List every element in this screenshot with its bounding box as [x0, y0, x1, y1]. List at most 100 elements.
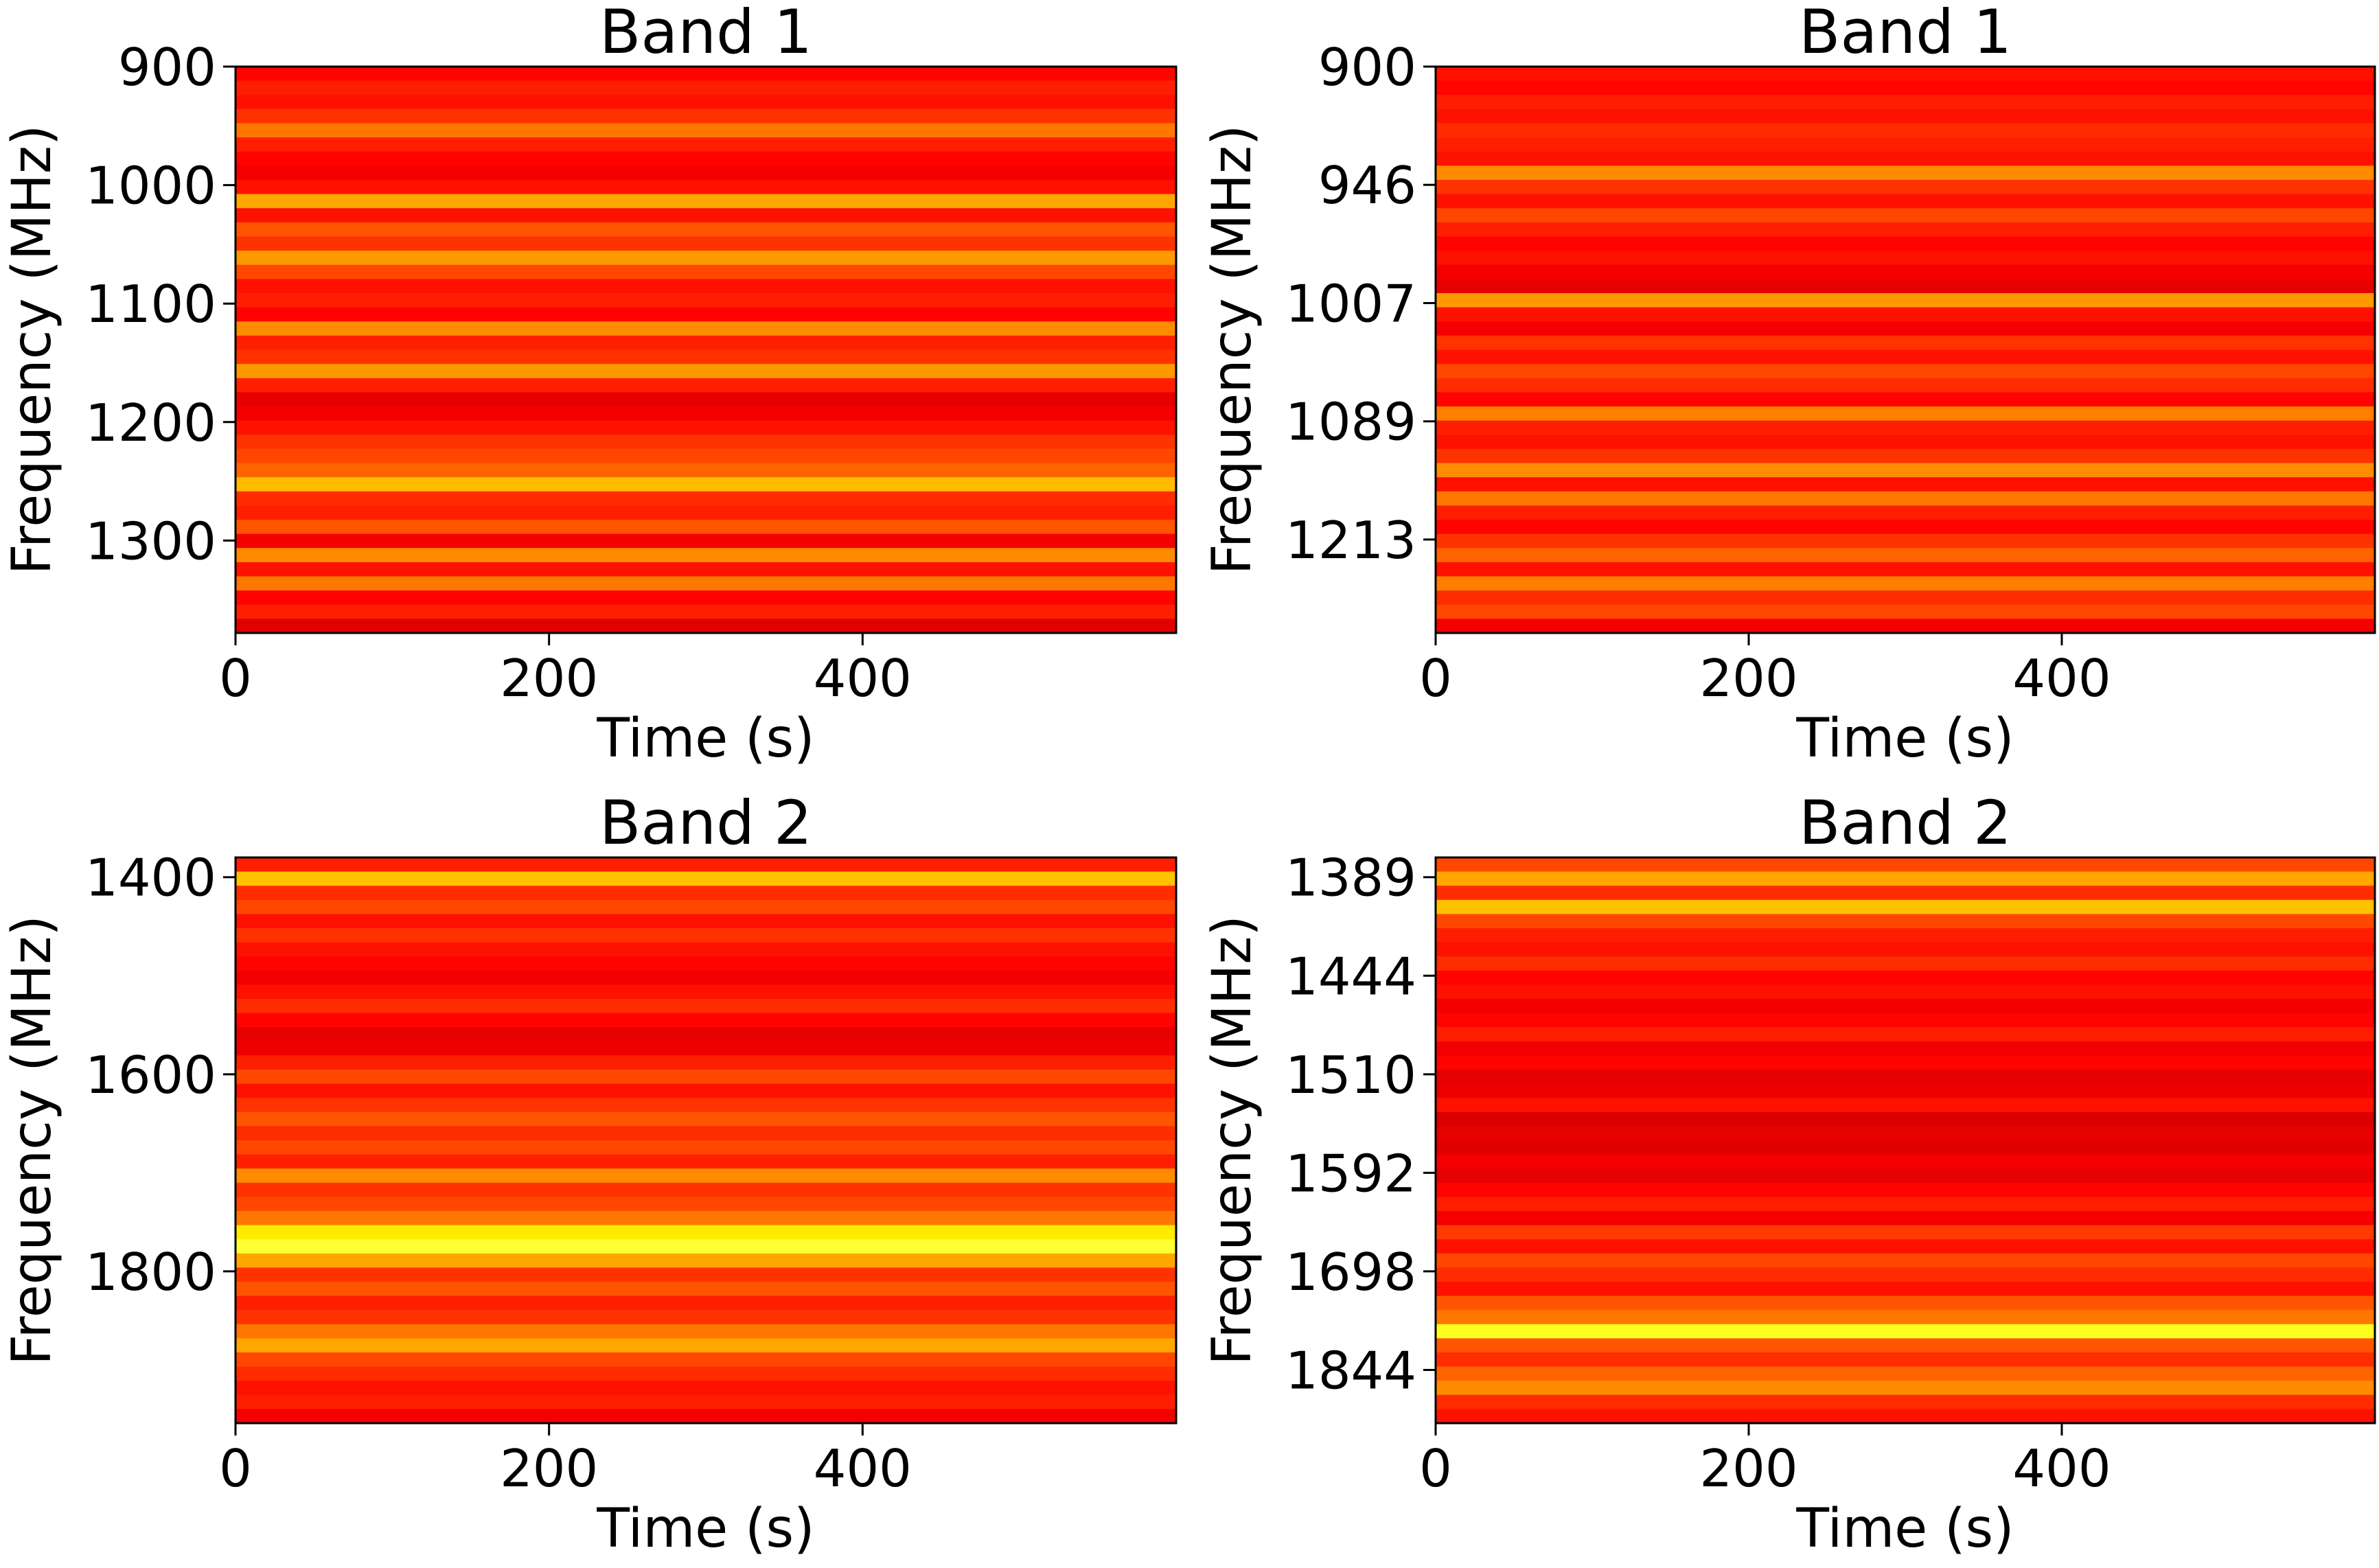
heatmap-row	[1436, 1055, 2375, 1070]
heatmap-row	[1436, 1253, 2375, 1268]
heatmap-row	[1436, 1338, 2375, 1353]
heatmap-row	[235, 321, 1176, 336]
heatmap-row	[235, 194, 1176, 209]
x-tick-label: 200	[1699, 1438, 1797, 1499]
heatmap-row	[1436, 1366, 2375, 1381]
heatmap-row	[235, 1394, 1176, 1409]
heatmap-row	[235, 576, 1176, 591]
heatmap-row	[1436, 1225, 2375, 1240]
y-tick-label: 900	[1318, 37, 1416, 97]
heatmap-row	[235, 999, 1176, 1014]
x-axis-label: Time (s)	[1795, 1498, 2014, 1560]
heatmap-row	[235, 1070, 1176, 1085]
y-tick-label: 1444	[1285, 946, 1416, 1006]
heatmap-row	[1436, 95, 2375, 110]
heatmap-row	[1436, 1168, 2375, 1184]
heatmap-row	[1436, 180, 2375, 195]
chart-title: Band 2	[599, 787, 812, 858]
heatmap-row	[1436, 1211, 2375, 1226]
heatmap-row	[235, 165, 1176, 181]
heatmap-row	[1436, 264, 2375, 279]
heatmap-row	[1436, 293, 2375, 308]
heatmap-row	[1436, 222, 2375, 238]
heatmap-row	[235, 956, 1176, 971]
heatmap-row	[1436, 886, 2375, 901]
heatmap-row	[235, 448, 1176, 464]
heatmap-row	[235, 899, 1176, 914]
heatmap-row	[235, 180, 1176, 195]
y-tick-label: 1000	[85, 156, 216, 216]
heatmap-row	[235, 208, 1176, 223]
heatmap-row	[235, 392, 1176, 407]
heatmap-row	[235, 151, 1176, 166]
heatmap-row	[1436, 151, 2375, 166]
heatmap-row	[1436, 406, 2375, 422]
y-tick-label: 1600	[85, 1045, 216, 1105]
heatmap-row	[235, 562, 1176, 577]
heatmap-row	[235, 1366, 1176, 1381]
plot-frame	[1434, 856, 2376, 1425]
heatmap-row	[235, 435, 1176, 450]
x-tick-label: 200	[500, 1438, 598, 1499]
y-tick-label: 1800	[85, 1242, 216, 1302]
heatmap-row	[1436, 1282, 2375, 1297]
heatmap-row	[235, 984, 1176, 1000]
heatmap-row	[235, 1338, 1176, 1353]
heatmap-row	[1436, 123, 2375, 138]
heatmap-row	[1436, 1267, 2375, 1282]
heatmap-row	[235, 477, 1176, 492]
heatmap-row	[235, 1282, 1176, 1297]
y-axis-label: Frequency (MHz)	[1, 125, 63, 575]
heatmap-row	[1436, 165, 2375, 181]
heatmap-row	[1436, 1070, 2375, 1085]
heatmap-row	[235, 95, 1176, 110]
heatmap-row	[1436, 857, 2375, 873]
heatmap-row	[235, 533, 1176, 549]
heatmap-row	[235, 970, 1176, 985]
y-tick-label: 1698	[1285, 1242, 1416, 1302]
heatmap-row	[1436, 491, 2375, 506]
heatmap-row	[235, 1324, 1176, 1339]
heatmap-row	[235, 378, 1176, 393]
heatmap-row	[1436, 67, 2375, 82]
y-tick-label: 1100	[85, 274, 216, 334]
x-axis-label: Time (s)	[1795, 708, 2014, 770]
heatmap-row	[235, 1253, 1176, 1268]
heatmap-row	[235, 1295, 1176, 1311]
heatmap-row	[1436, 562, 2375, 577]
heatmap-row	[235, 928, 1176, 943]
heatmap-row	[1436, 984, 2375, 1000]
heatmap-row	[235, 279, 1176, 294]
heatmap-row	[235, 1211, 1176, 1226]
y-axis-label: Frequency (MHz)	[1, 915, 63, 1365]
y-tick-label: 1007	[1285, 273, 1416, 334]
y-tick-label: 1213	[1285, 510, 1416, 570]
heatmap-row	[1436, 307, 2375, 322]
plot-frame	[234, 65, 1177, 634]
y-tick-label: 1200	[85, 393, 216, 453]
heatmap-row	[1436, 1239, 2375, 1254]
heatmap-row	[1436, 1041, 2375, 1056]
heatmap-row	[235, 1140, 1176, 1155]
heatmap-row	[1436, 590, 2375, 606]
heatmap-row	[1436, 1381, 2375, 1396]
x-tick-label: 400	[814, 1438, 912, 1499]
heatmap-row	[1436, 928, 2375, 943]
heatmap-row	[235, 137, 1176, 152]
heatmap-row	[235, 463, 1176, 478]
chart-title: Band 1	[1799, 0, 2012, 67]
y-tick-label: 1592	[1285, 1143, 1416, 1203]
heatmap-row	[235, 1027, 1176, 1042]
heatmap-row	[235, 1182, 1176, 1197]
x-tick-label: 400	[2012, 648, 2111, 708]
heatmap-row	[1436, 1098, 2375, 1113]
heatmap-row	[235, 406, 1176, 422]
heatmap-row	[1436, 899, 2375, 914]
y-tick-label: 1844	[1285, 1340, 1416, 1400]
heatmap-row	[1436, 364, 2375, 379]
heatmap-row	[1436, 137, 2375, 152]
heatmap-row	[235, 1310, 1176, 1325]
heatmap-row	[1436, 1013, 2375, 1028]
y-tick-label: 1389	[1285, 848, 1416, 908]
